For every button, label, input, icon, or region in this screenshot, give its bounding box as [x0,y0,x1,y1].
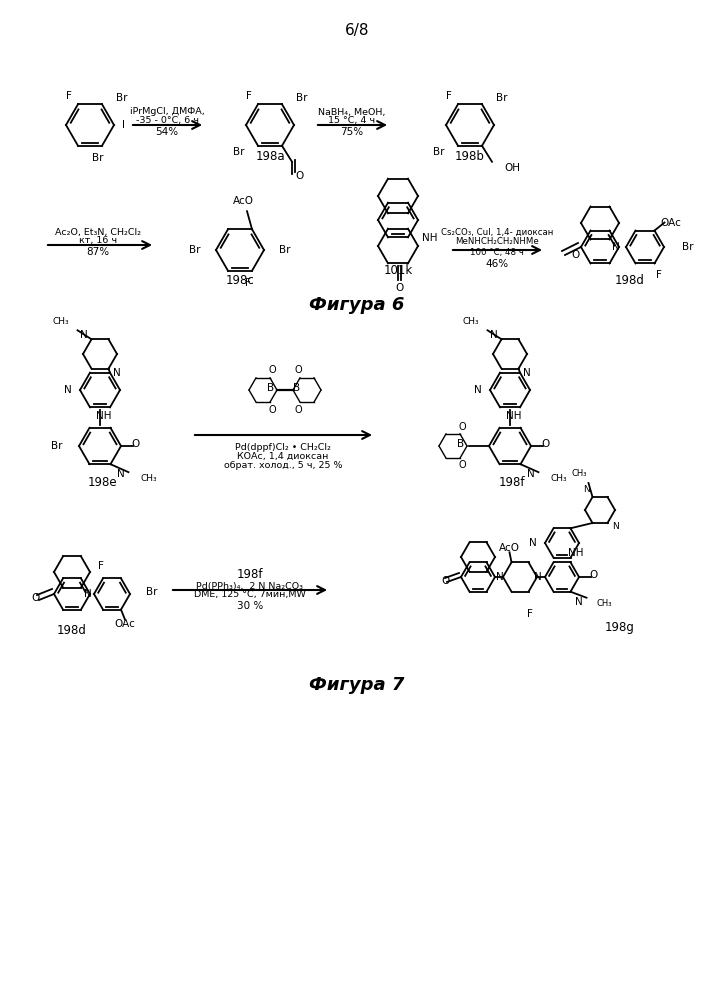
Text: 198d: 198d [615,273,645,286]
Text: DME, 125 °C, 7мин,MW: DME, 125 °C, 7мин,MW [194,590,306,599]
Text: Br: Br [116,93,127,103]
Text: N: N [534,572,542,582]
Text: обрат. холод., 5 ч, 25 %: обрат. холод., 5 ч, 25 % [224,460,342,470]
Text: Br: Br [51,441,63,451]
Text: O: O [294,365,302,375]
Text: 198f: 198f [237,568,263,582]
Text: O: O [458,460,465,470]
Text: Br: Br [682,242,694,252]
Text: CH₃: CH₃ [551,474,567,483]
Text: AcO: AcO [499,543,520,553]
Text: NaBH₄, MeOH,: NaBH₄, MeOH, [318,107,385,116]
Text: 46%: 46% [485,259,508,269]
Text: 75%: 75% [340,127,363,137]
Text: OAc: OAc [660,218,681,228]
Text: O: O [572,250,580,260]
Text: O: O [268,405,276,415]
Text: 198b: 198b [455,149,485,162]
Text: 54%: 54% [155,127,179,137]
Text: N: N [84,589,92,599]
Text: N: N [523,368,531,378]
Text: 198g: 198g [605,620,635,634]
Text: F: F [98,561,104,571]
Text: F: F [245,278,251,288]
Text: Ac₂O, Et₃N, CH₂Cl₂: Ac₂O, Et₃N, CH₂Cl₂ [55,228,141,236]
Text: O: O [268,365,276,375]
Text: CH₃: CH₃ [463,317,480,326]
Text: N: N [113,368,120,378]
Text: N: N [583,485,590,494]
Text: N: N [490,330,498,340]
Text: CH₃: CH₃ [571,469,586,478]
Text: F: F [527,609,533,619]
Text: 6/8: 6/8 [345,22,369,37]
Text: N: N [529,538,537,548]
Text: Br: Br [92,153,104,163]
Text: Pd(dppf)Cl₂ • CH₂Cl₂: Pd(dppf)Cl₂ • CH₂Cl₂ [235,442,331,452]
Text: N: N [575,597,583,607]
Text: N: N [612,522,619,531]
Text: 101k: 101k [383,263,413,276]
Text: F: F [246,91,252,101]
Text: Br: Br [296,93,307,103]
Text: CH₃: CH₃ [53,317,69,326]
Text: MeNHCH₂CH₂NHMe: MeNHCH₂CH₂NHMe [455,237,539,246]
Text: F: F [656,270,661,280]
Text: -35 - 0°С, 6 ч: -35 - 0°С, 6 ч [136,116,199,125]
Text: N: N [612,242,620,252]
Text: Br: Br [279,245,290,255]
Text: N: N [64,385,72,395]
Text: 30 %: 30 % [237,601,263,611]
Text: O: O [32,593,40,603]
Text: CH₃: CH₃ [141,474,157,483]
Text: N: N [79,330,87,340]
Text: 100 °С, 48 ч: 100 °С, 48 ч [470,247,524,256]
Text: Фигура 7: Фигура 7 [310,676,405,694]
Text: Cs₂CO₃, CuI, 1,4- диоксан: Cs₂CO₃, CuI, 1,4- диоксан [441,228,553,236]
Text: O: O [541,439,549,449]
Text: 198f: 198f [499,476,526,488]
Text: NH: NH [568,548,583,558]
Text: 198a: 198a [255,149,285,162]
Text: CH₃: CH₃ [596,599,612,608]
Text: NH: NH [506,411,522,421]
Text: 198d: 198d [57,624,87,637]
Text: Pd(PPh₃)₄,  2 N Na₂CO₃: Pd(PPh₃)₄, 2 N Na₂CO₃ [197,582,303,590]
Text: B: B [293,383,300,393]
Text: AcO: AcO [232,196,254,206]
Text: O: O [294,405,302,415]
Text: NH: NH [97,411,112,421]
Text: N: N [527,469,534,479]
Text: КОАс, 1,4 диоксан: КОАс, 1,4 диоксан [237,452,329,460]
Text: OAc: OAc [114,619,135,629]
Text: OH: OH [504,163,520,173]
Text: O: O [589,570,597,580]
Text: N: N [474,385,482,395]
Text: iPrMgCl, ДМФА,: iPrMgCl, ДМФА, [129,107,204,116]
Text: Br: Br [433,147,444,157]
Text: N: N [117,469,124,479]
Text: O: O [441,576,449,586]
Text: Фигура 6: Фигура 6 [310,296,405,314]
Text: F: F [446,91,452,101]
Text: NH: NH [423,233,438,243]
Text: B: B [267,383,275,393]
Text: N: N [496,572,504,582]
Text: F: F [66,91,72,101]
Text: Br: Br [189,245,201,255]
Text: 15 °C, 4 ч: 15 °C, 4 ч [328,116,375,125]
Text: O: O [458,422,465,432]
Text: O: O [395,283,403,293]
Text: B: B [458,439,465,449]
Text: I: I [122,120,125,130]
Text: O: O [131,439,139,449]
Text: Br: Br [232,147,244,157]
Text: O: O [295,171,303,181]
Text: 198c: 198c [226,274,255,288]
Text: 87%: 87% [87,247,109,257]
Text: Br: Br [146,587,157,597]
Text: кт, 16 ч: кт, 16 ч [79,236,117,245]
Text: Br: Br [496,93,508,103]
Text: 198e: 198e [87,476,117,488]
